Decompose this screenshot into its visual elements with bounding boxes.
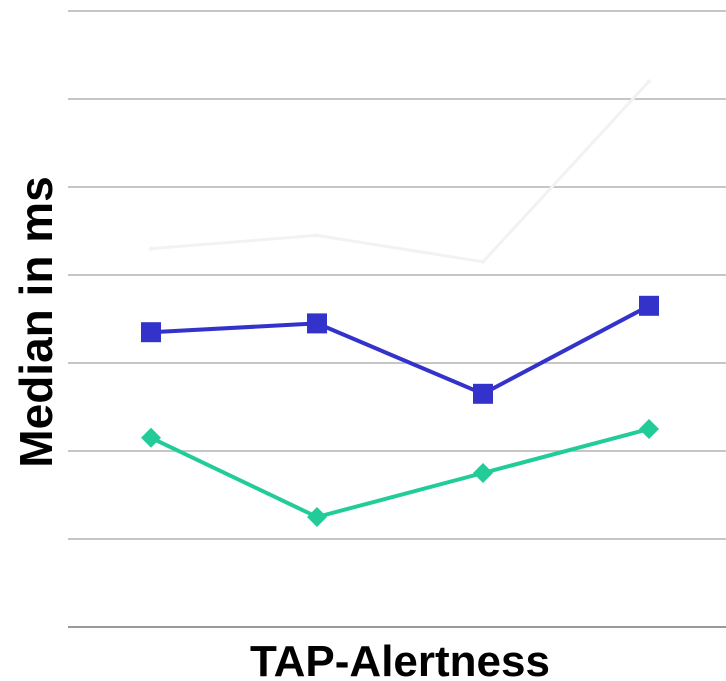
data-point	[639, 419, 659, 439]
series-line	[150, 80, 651, 264]
data-point	[639, 295, 659, 316]
data-point	[307, 313, 327, 334]
data-point	[647, 79, 651, 84]
data-point	[141, 322, 161, 343]
data-point	[473, 463, 493, 483]
data-point	[473, 383, 493, 404]
series-3	[141, 419, 659, 527]
y-axis-title: Median in ms	[10, 176, 62, 467]
data-point	[307, 507, 327, 527]
series-layer	[141, 79, 659, 527]
data-point	[481, 259, 485, 264]
data-point	[315, 233, 319, 238]
series-2	[141, 295, 659, 404]
data-point	[141, 427, 161, 448]
series-1	[149, 79, 651, 264]
x-axis-title: TAP-Alertness	[250, 637, 550, 681]
series-line	[150, 427, 650, 519]
data-point	[149, 246, 153, 251]
series-line	[150, 304, 650, 396]
